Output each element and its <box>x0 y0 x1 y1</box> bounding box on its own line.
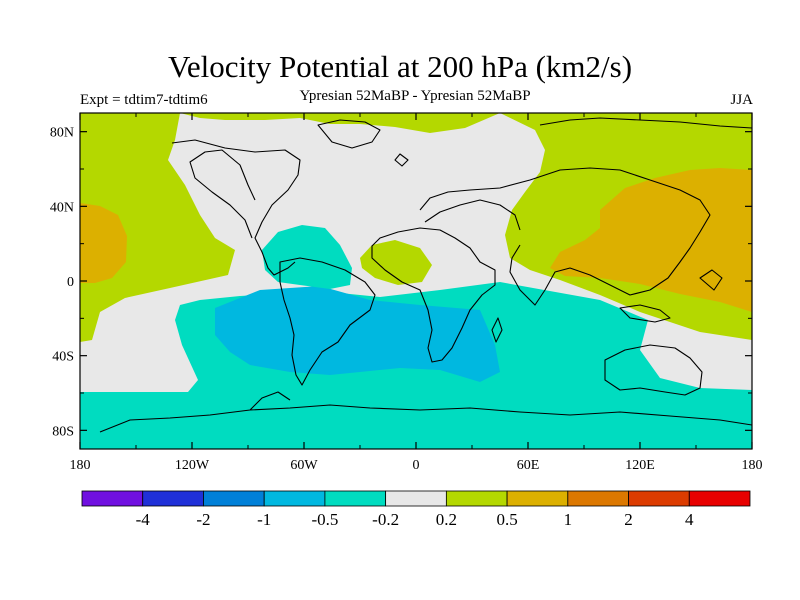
contour-fill-pos-north <box>180 113 500 133</box>
colorbar-label: 0.5 <box>496 510 517 529</box>
lon-tick-label: 60E <box>517 458 540 473</box>
coastline-islands <box>394 153 723 343</box>
season-label: JJA <box>730 92 753 108</box>
colorbar-label: 4 <box>685 510 694 529</box>
colorbar-box <box>142 490 204 507</box>
lat-tick-label: 80S <box>52 424 74 439</box>
lat-tick-label: 80N <box>50 126 74 141</box>
color-label-bar: -4 -2 -1 -0.5 -0.2 0.2 0.5 1 2 4 <box>81 490 751 529</box>
coastline-south-america <box>279 257 376 386</box>
colorbar-box <box>445 490 508 507</box>
colorbar-box <box>385 490 447 507</box>
colorbar-label: -0.2 <box>372 510 399 529</box>
colorbar-box <box>628 490 690 507</box>
contour-fill-pos-mod-west <box>80 203 127 283</box>
colorbar-box <box>324 490 387 507</box>
contour-fill-neg-strong <box>215 286 500 382</box>
lon-tick-label: 0 <box>413 458 420 473</box>
coastlines <box>99 117 752 433</box>
colorbar-label: -4 <box>136 510 151 529</box>
lon-tick-label: 180 <box>742 458 763 473</box>
lon-tick-label: 120W <box>175 458 210 473</box>
contour-fill-sa-tongue <box>262 225 352 289</box>
colorbar-box <box>81 490 144 507</box>
longitude-axis: 180 120W 60W 0 60E 120E 180 <box>70 113 763 473</box>
map-field <box>80 113 752 449</box>
colorbar-box <box>567 490 629 507</box>
colorbar-label: -2 <box>196 510 210 529</box>
lat-tick-label: 0 <box>67 275 74 290</box>
period-label: Ypresian 52MaBP - Ypresian 52MaBP <box>299 88 531 104</box>
experiment-label: Expt = tdtim7-tdtim6 <box>80 92 208 108</box>
lat-tick-label: 40N <box>50 200 74 215</box>
colorbar-label: 0.2 <box>436 510 457 529</box>
colorbar-box <box>688 490 751 507</box>
colorbar-box <box>263 490 326 507</box>
colorbar-label: -1 <box>257 510 271 529</box>
lat-tick-label: 40S <box>52 350 74 365</box>
coastline-australia <box>604 344 703 396</box>
lon-tick-label: 60W <box>290 458 318 473</box>
colorbar-box <box>506 490 569 507</box>
colorbar-box <box>203 490 265 507</box>
colorbar-label: 1 <box>564 510 573 529</box>
map-title: Velocity Potential at 200 hPa (km2/s) <box>167 49 633 84</box>
contour-fill-pos-west <box>80 113 235 342</box>
contour-fill-pos-mod-east <box>550 168 752 312</box>
contour-fill-pos-africa <box>360 240 432 285</box>
coastline-africa-eurasia <box>371 167 711 363</box>
coastline-north-america <box>171 139 301 276</box>
lon-tick-label: 180 <box>70 458 91 473</box>
latitude-axis: 80N 40N 0 40S 80S <box>50 126 752 439</box>
lon-tick-label: 120E <box>625 458 655 473</box>
coastline-antarctica <box>99 391 752 433</box>
colorbar-label: -0.5 <box>311 510 338 529</box>
colorbar-label: 2 <box>624 510 633 529</box>
